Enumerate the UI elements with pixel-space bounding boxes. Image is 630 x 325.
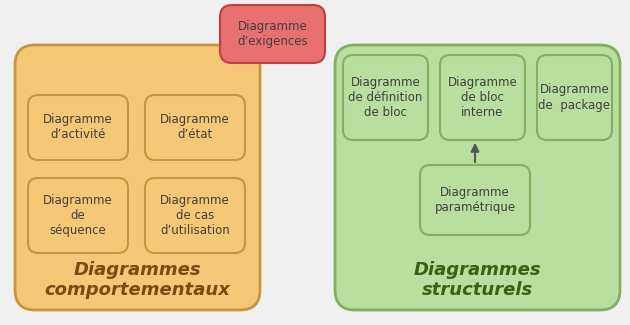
FancyBboxPatch shape: [28, 178, 128, 253]
FancyBboxPatch shape: [537, 55, 612, 140]
Text: Diagramme
d’activité: Diagramme d’activité: [43, 113, 113, 141]
Text: Diagramme
de  package: Diagramme de package: [539, 84, 610, 111]
FancyBboxPatch shape: [28, 95, 128, 160]
FancyBboxPatch shape: [145, 95, 245, 160]
FancyBboxPatch shape: [420, 165, 530, 235]
Text: Diagramme
de cas
d’utilisation: Diagramme de cas d’utilisation: [160, 194, 230, 237]
Text: Diagramme
de définition
de bloc: Diagramme de définition de bloc: [348, 76, 423, 119]
FancyBboxPatch shape: [335, 45, 620, 310]
FancyBboxPatch shape: [145, 178, 245, 253]
Text: Diagramme
de bloc
interne: Diagramme de bloc interne: [448, 76, 517, 119]
Text: Diagrammes
structurels: Diagrammes structurels: [413, 261, 541, 299]
Text: Diagramme
paramétrique: Diagramme paramétrique: [435, 186, 515, 214]
FancyBboxPatch shape: [343, 55, 428, 140]
Text: Diagramme
de
séquence: Diagramme de séquence: [43, 194, 113, 237]
Text: Diagramme
d’exigences: Diagramme d’exigences: [237, 20, 308, 48]
Text: Diagrammes
comportementaux: Diagrammes comportementaux: [44, 261, 230, 299]
FancyBboxPatch shape: [15, 45, 260, 310]
FancyBboxPatch shape: [220, 5, 325, 63]
FancyBboxPatch shape: [440, 55, 525, 140]
Text: Diagramme
d’état: Diagramme d’état: [160, 113, 230, 141]
